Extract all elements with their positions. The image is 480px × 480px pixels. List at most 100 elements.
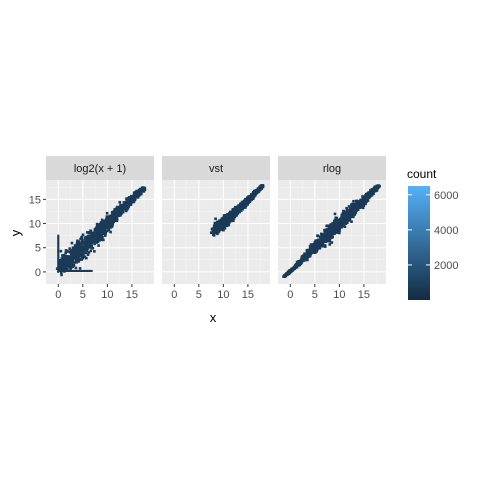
density-point bbox=[105, 223, 109, 227]
density-point bbox=[339, 217, 343, 221]
density-point bbox=[142, 187, 146, 191]
density-point bbox=[323, 244, 327, 247]
density-point bbox=[110, 222, 113, 226]
density-point bbox=[241, 200, 244, 204]
x-tick-label: 0 bbox=[287, 289, 293, 301]
density-point bbox=[63, 265, 67, 269]
density-point bbox=[99, 223, 103, 226]
density-point bbox=[340, 226, 343, 229]
density-point bbox=[91, 236, 95, 239]
density-point bbox=[225, 218, 228, 222]
density-point bbox=[98, 229, 102, 232]
density-point bbox=[331, 230, 335, 234]
density-point bbox=[65, 255, 68, 258]
density-point bbox=[330, 235, 333, 238]
density-point bbox=[78, 267, 82, 270]
density-point bbox=[102, 238, 105, 242]
density-point bbox=[95, 238, 98, 242]
panels-layer: log2(x + 1) 0 5 10 15 0 5 10 15 vst 0 5 10 15 rlog 0 5 10… bbox=[29, 156, 386, 301]
density-point bbox=[79, 253, 83, 257]
density-point bbox=[107, 215, 111, 219]
density-point bbox=[81, 233, 85, 237]
density-point bbox=[88, 240, 92, 244]
density-point bbox=[333, 220, 337, 224]
density-point bbox=[57, 256, 60, 259]
density-point bbox=[226, 221, 230, 224]
density-point bbox=[313, 242, 317, 246]
density-points bbox=[282, 184, 381, 278]
density-point bbox=[97, 238, 100, 242]
density-point bbox=[234, 208, 238, 212]
density-point bbox=[314, 239, 317, 242]
density-point bbox=[216, 220, 219, 224]
density-point bbox=[240, 204, 243, 207]
density-point bbox=[302, 257, 305, 260]
density-point bbox=[55, 267, 59, 270]
density-point bbox=[339, 221, 343, 224]
density-point bbox=[107, 217, 110, 221]
density-point bbox=[59, 259, 62, 262]
density-point bbox=[90, 244, 94, 248]
density-point bbox=[344, 222, 348, 225]
density-point bbox=[85, 231, 89, 234]
x-tick-label: 5 bbox=[196, 289, 202, 301]
density-point bbox=[246, 203, 249, 206]
density-point bbox=[70, 241, 74, 245]
density-point bbox=[131, 197, 134, 201]
density-point bbox=[86, 253, 90, 256]
density-point bbox=[76, 241, 79, 244]
density-point bbox=[337, 226, 340, 230]
density-point bbox=[64, 251, 67, 255]
density-point bbox=[57, 237, 60, 240]
density-point bbox=[57, 263, 60, 266]
density-point bbox=[326, 224, 330, 228]
x-axis-title: x bbox=[210, 310, 217, 325]
density-point bbox=[87, 234, 90, 238]
density-point bbox=[57, 238, 60, 241]
density-point bbox=[364, 192, 368, 196]
density-point bbox=[337, 218, 341, 222]
density-point bbox=[104, 222, 108, 225]
density-point bbox=[77, 244, 80, 247]
density-point bbox=[332, 224, 336, 228]
density-point bbox=[326, 227, 330, 231]
density-point bbox=[58, 262, 61, 265]
density-point bbox=[64, 268, 67, 271]
density-point bbox=[74, 249, 77, 252]
density-point bbox=[354, 207, 358, 211]
density-point bbox=[129, 200, 132, 204]
density-point bbox=[57, 245, 60, 248]
density-point bbox=[57, 258, 60, 261]
density-point bbox=[109, 230, 112, 234]
density-point bbox=[76, 239, 79, 243]
density-point bbox=[341, 215, 344, 219]
x-tick-label: 0 bbox=[55, 289, 61, 301]
density-point bbox=[214, 230, 218, 233]
density-point bbox=[126, 197, 130, 201]
density-point bbox=[82, 252, 85, 256]
density-point bbox=[285, 273, 288, 276]
density-point bbox=[89, 230, 93, 233]
facet-strip-label: log2(x + 1) bbox=[74, 163, 126, 175]
density-point bbox=[308, 245, 312, 248]
density-point bbox=[223, 216, 227, 219]
density-point bbox=[142, 189, 146, 192]
density-point bbox=[236, 211, 240, 215]
density-point bbox=[124, 209, 128, 213]
density-point bbox=[233, 214, 237, 218]
density-point bbox=[78, 257, 81, 261]
x-tick-label: 10 bbox=[217, 289, 229, 301]
density-point bbox=[74, 247, 78, 250]
density-point bbox=[71, 260, 75, 263]
density-point bbox=[357, 202, 360, 205]
density-point bbox=[105, 225, 109, 229]
density-point bbox=[215, 223, 218, 226]
density-point bbox=[223, 225, 227, 228]
y-tick-label: 15 bbox=[29, 194, 41, 206]
density-point bbox=[61, 267, 65, 270]
density-point bbox=[112, 210, 116, 213]
density-point bbox=[319, 238, 323, 242]
density-point bbox=[240, 202, 243, 206]
density-point bbox=[347, 205, 351, 208]
